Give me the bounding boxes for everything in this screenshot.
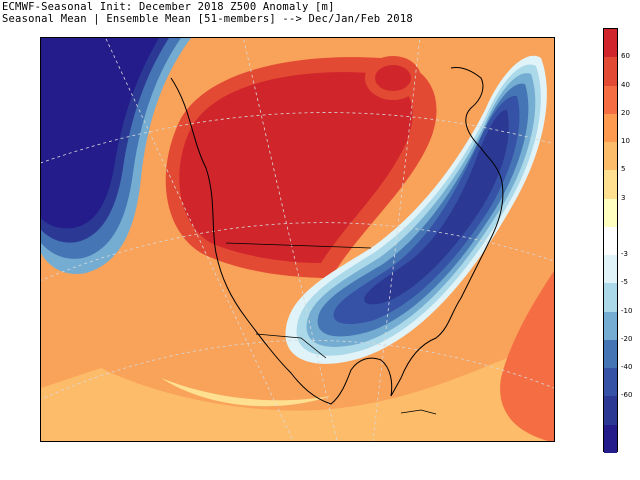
legend-tick-label: 10: [621, 137, 630, 146]
legend-swatch: [604, 198, 617, 227]
weak-positive-core: [161, 378, 331, 407]
legend-swatch: [604, 226, 617, 256]
anomaly-map-svg: [41, 38, 554, 441]
legend-tick-label: -40: [621, 363, 633, 372]
legend-tick-label: 60: [621, 52, 630, 61]
legend-tick-label: 20: [621, 108, 630, 117]
legend-swatch: [604, 85, 617, 114]
eastern-trough-strong: [317, 83, 529, 337]
legend-swatch: [604, 368, 617, 397]
legend-swatch: [604, 255, 617, 284]
map-title: ECMWF-Seasonal Init: December 2018 Z500 …: [2, 1, 335, 13]
legend-tick-label: -20: [621, 334, 633, 343]
anomaly-map: [40, 37, 555, 442]
greenland-high-core: [375, 65, 411, 91]
legend-tick-label: 40: [621, 80, 630, 89]
legend-swatch: [604, 142, 617, 171]
eastern-trough-deep: [364, 109, 509, 305]
legend-swatch: [604, 396, 617, 425]
atlantic-ridge: [500, 271, 554, 441]
us-mexico-border: [255, 333, 327, 359]
legend-tick-label: -3: [621, 250, 628, 259]
map-subtitle: Seasonal Mean | Ensemble Mean [51-member…: [2, 13, 413, 25]
legend-swatch: [604, 113, 617, 143]
legend-swatch: [604, 29, 617, 58]
canada-us-border: [225, 242, 372, 249]
coastline: [170, 67, 504, 405]
caribbean-islands: [400, 409, 437, 415]
legend-swatch: [604, 170, 617, 199]
canadian-ridge-core: [179, 72, 413, 263]
legend-swatch: [604, 424, 617, 453]
color-legend: [603, 28, 618, 453]
legend-tick-label: 3: [621, 193, 626, 202]
legend-tick-label: -10: [621, 306, 633, 315]
legend-swatch: [604, 311, 617, 340]
weak-positive-band: [41, 338, 554, 441]
legend-tick-label: 5: [621, 165, 626, 174]
legend-tick-label: -60: [621, 391, 633, 400]
legend-swatch: [604, 57, 617, 86]
legend-swatch: [604, 339, 617, 369]
legend-tick-label: -5: [621, 278, 628, 287]
pacific-trough-deep: [41, 38, 159, 229]
graticule: [41, 38, 554, 441]
legend-swatch: [604, 283, 617, 312]
